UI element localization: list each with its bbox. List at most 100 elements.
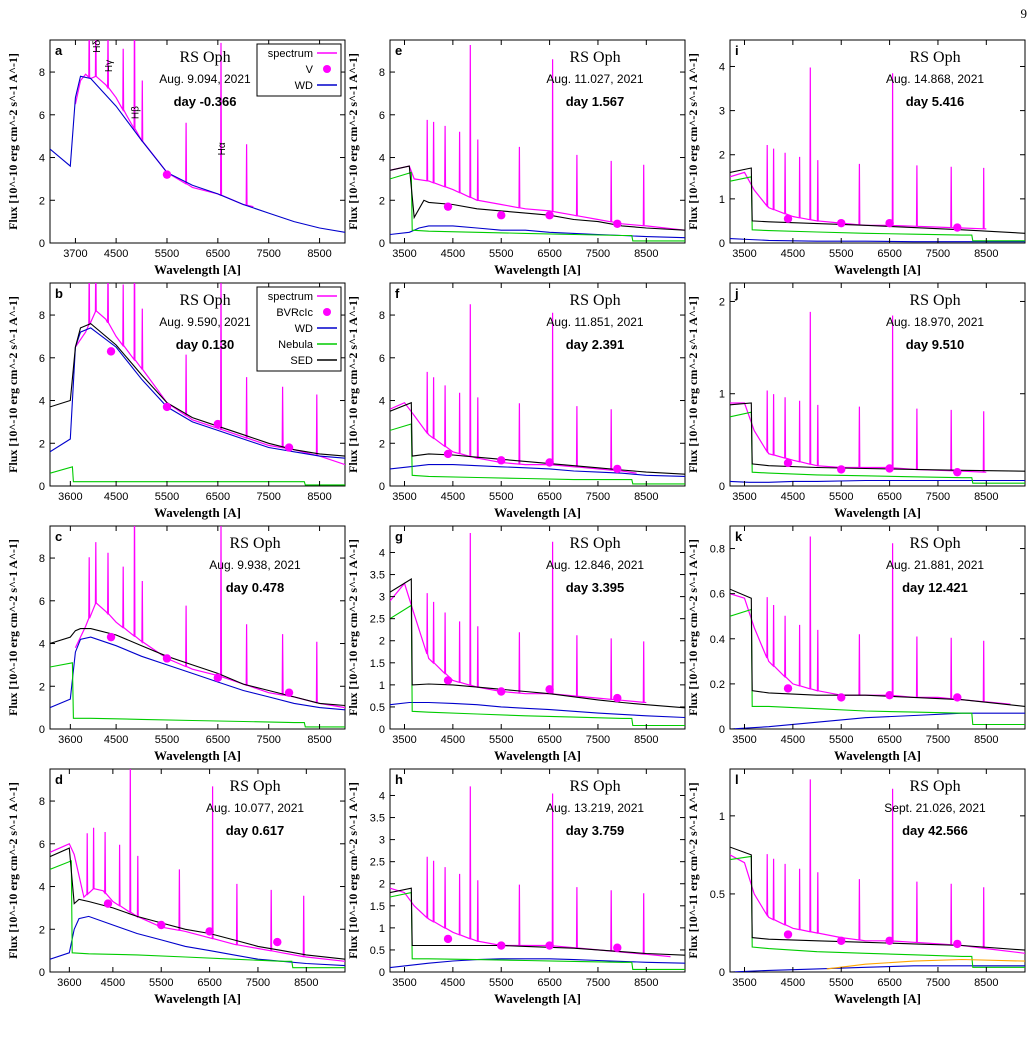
panel-label: d <box>55 772 63 787</box>
chart-day: day 3.759 <box>566 823 625 838</box>
plot-frame <box>729 39 1026 244</box>
x-tick-label: 7500 <box>926 248 950 260</box>
chart-title: RS Oph <box>179 292 230 309</box>
y-tick-label: 1 <box>719 811 725 823</box>
chart-title: RS Oph <box>909 778 960 795</box>
y-tick-label: 2 <box>39 438 45 450</box>
chart-day: day 0.130 <box>176 337 235 352</box>
y-axis-label: Flux [10^-10 erg cm^-2 s^-1 A^-1] <box>346 53 360 230</box>
y-tick-label: 2 <box>379 636 385 648</box>
y-axis-label: Flux [10^-10 erg cm^-2 s^-1 A^-1] <box>686 539 700 716</box>
y-axis-label: Flux [10^-10 erg cm^-2 s^-1 A^-1] <box>6 539 20 716</box>
x-tick-label: 6500 <box>206 248 230 260</box>
y-axis-label: Flux [10^-10 erg cm^-2 s^-1 A^-1] <box>6 53 20 230</box>
series-group <box>730 536 1025 729</box>
x-tick-label: 8500 <box>974 734 998 746</box>
y-tick-label: 4 <box>719 61 725 73</box>
y-tick-label: 8 <box>39 310 45 322</box>
x-tick-label: 5500 <box>489 491 513 503</box>
y-tick-label: 0.8 <box>710 544 725 556</box>
series-sed-line <box>730 402 1025 472</box>
series-nebula-line <box>50 466 345 486</box>
chart-date: Aug. 10.077, 2021 <box>206 801 304 815</box>
series-group <box>730 67 1025 243</box>
emission-line-label: Hα <box>217 142 228 155</box>
photometry-point <box>613 943 622 952</box>
x-tick-label: 5500 <box>829 977 853 989</box>
photometry-point <box>284 688 294 697</box>
y-tick-label: 1 <box>379 923 385 935</box>
y-axis-label: Flux [10^-11 erg cm^-2 s^-1 A^-1] <box>686 782 700 958</box>
x-tick-label: 5500 <box>829 491 853 503</box>
series-group <box>730 311 1025 484</box>
x-tick-label: 7500 <box>586 734 610 746</box>
photometry-point <box>783 930 793 939</box>
x-axis-label: Wavelength [A] <box>154 748 241 763</box>
x-tick-label: 7500 <box>256 248 280 260</box>
chart-title: RS Oph <box>229 535 280 552</box>
series-group <box>390 532 685 727</box>
chart-title: RS Oph <box>909 49 960 66</box>
y-tick-label: 2.5 <box>370 857 385 869</box>
chart-title: RS Oph <box>569 778 620 795</box>
x-tick-label: 7500 <box>586 977 610 989</box>
x-tick-label: 3500 <box>392 248 416 260</box>
panel-label: c <box>55 529 62 544</box>
x-tick-label: 4500 <box>441 734 465 746</box>
x-tick-label: 7500 <box>586 248 610 260</box>
x-tick-label: 4500 <box>441 977 465 989</box>
y-tick-label: 3 <box>379 592 385 604</box>
y-tick-label: 6 <box>379 353 385 365</box>
x-tick-label: 7500 <box>586 491 610 503</box>
x-axis-label: Wavelength [A] <box>154 505 241 520</box>
photometry-point <box>613 693 622 703</box>
x-tick-label: 6500 <box>537 491 561 503</box>
chart-title: RS Oph <box>569 535 620 552</box>
photometry-point <box>953 939 962 949</box>
emission-line-label: Hδ <box>92 40 103 53</box>
panel-label: g <box>395 529 403 544</box>
y-axis-label: Flux [10^-10 erg cm^-2 s^-1 A^-1] <box>6 296 20 473</box>
y-tick-label: 0 <box>39 967 45 979</box>
legend-label: spectrum <box>268 48 313 60</box>
x-tick-label: 5500 <box>489 977 513 989</box>
plot-frame <box>389 282 686 487</box>
plot-frame <box>49 525 346 730</box>
y-tick-label: 6 <box>39 839 45 851</box>
y-axis-label: Flux [10^-10 erg cm^-2 s^-1 A^-1] <box>686 53 700 230</box>
y-tick-label: 0 <box>719 724 725 736</box>
y-tick-label: 0.2 <box>710 679 725 691</box>
y-tick-label: 0 <box>379 238 385 250</box>
x-tick-label: 4500 <box>781 734 805 746</box>
panel-a: 0 2 4 6 8 3700 4500 5500 6500 7500 8500 Wavelength … <box>2 30 357 283</box>
x-axis-label: Wavelength [A] <box>834 748 921 763</box>
series-spectrum-line <box>74 283 345 466</box>
photometry-point <box>545 211 554 220</box>
plot-frame <box>389 768 686 973</box>
x-tick-label: 5500 <box>155 248 179 260</box>
photometry-point <box>613 219 622 228</box>
photometry-point <box>953 693 962 702</box>
series-spectrum-line <box>390 304 637 474</box>
legend-label: spectrum <box>268 291 313 303</box>
x-tick-label: 8500 <box>974 248 998 260</box>
panel-g: 0 0.5 1 1.5 2 2.5 3 3.5 4 3500 4500 5500 6500 7500 850… <box>342 516 697 769</box>
chart-day: day 0.617 <box>226 823 285 838</box>
x-tick-label: 3500 <box>732 491 756 503</box>
photometry-point <box>443 202 453 211</box>
x-axis-label: Wavelength [A] <box>494 505 581 520</box>
series-group <box>50 283 345 486</box>
panel-h: 0 0.5 1 1.5 2 2.5 3 3.5 4 3500 4500 5500 6500 7500 850… <box>342 759 697 1012</box>
y-tick-label: 6 <box>379 110 385 122</box>
panel-svg: 0 0.5 1 1.5 2 2.5 3 3.5 4 3500 4500 5500 6500 7500 850… <box>346 768 686 1006</box>
x-tick-label: 8500 <box>974 491 998 503</box>
photometry-point <box>497 941 506 950</box>
x-tick-label: 3500 <box>392 491 416 503</box>
chart-title: RS Oph <box>569 49 620 66</box>
y-tick-label: 0 <box>719 238 725 250</box>
series-nebula-line <box>390 171 685 242</box>
series-sed-line <box>730 167 1025 234</box>
photometry-point <box>443 676 453 685</box>
x-tick-label: 3600 <box>57 977 81 989</box>
panel-label: e <box>395 43 402 58</box>
